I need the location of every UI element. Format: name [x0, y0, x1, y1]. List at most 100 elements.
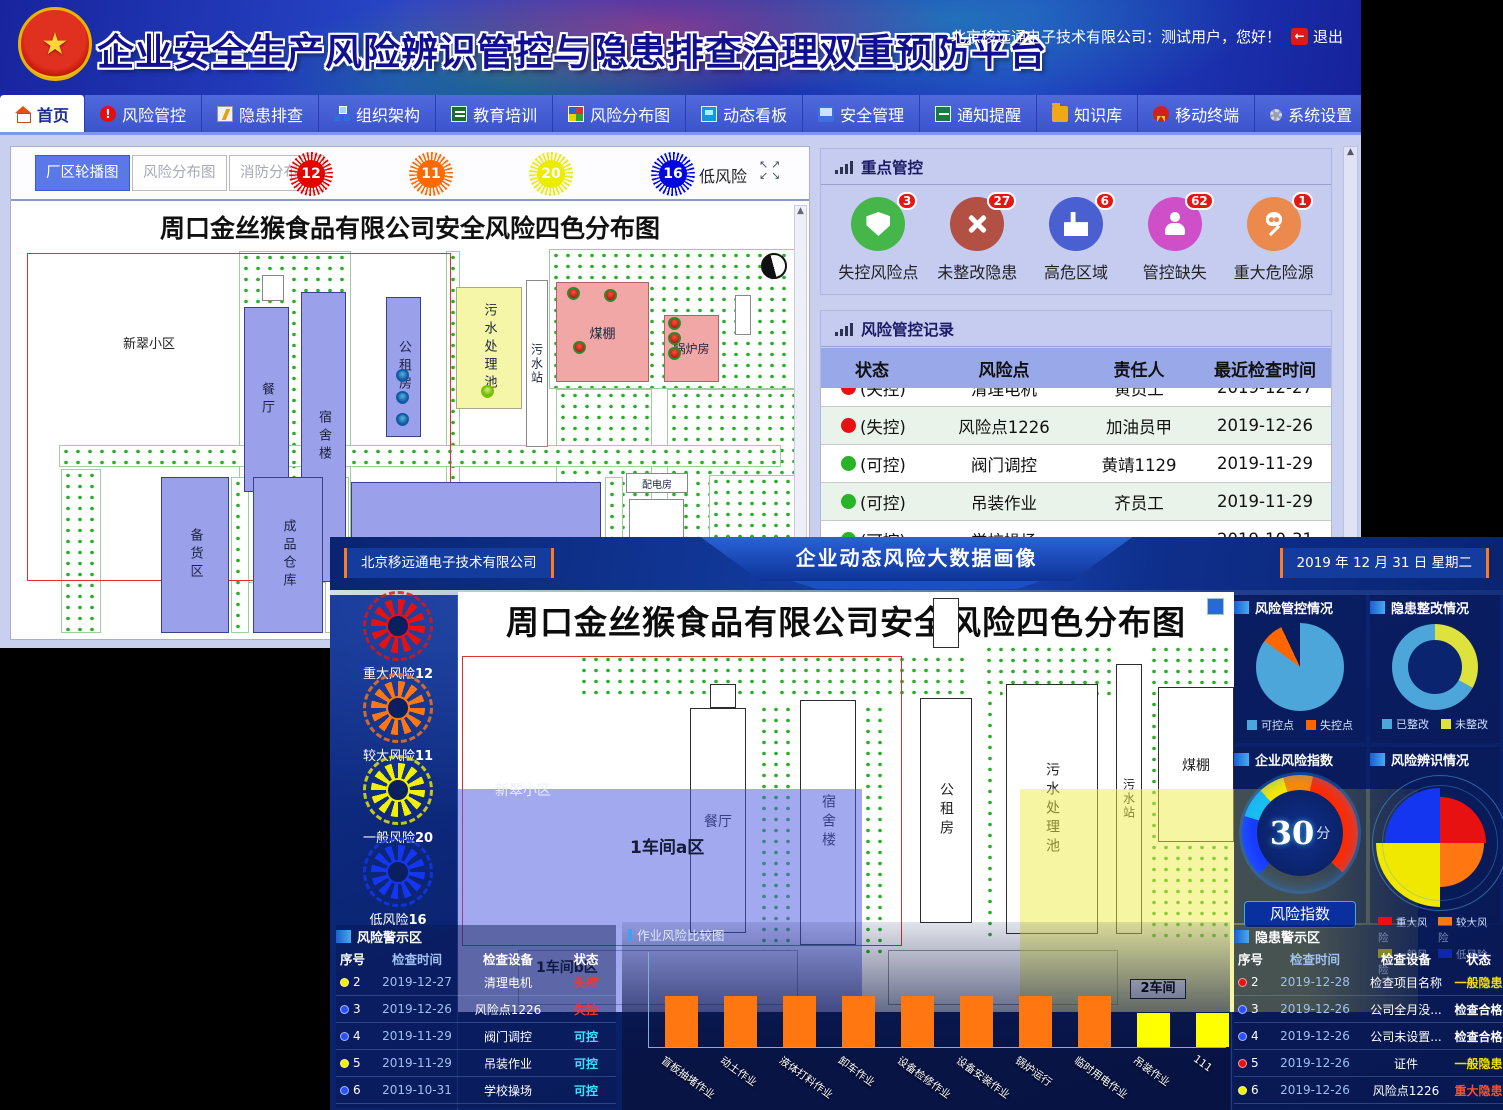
alert-icon: [100, 105, 117, 122]
risk-alert-legend: 重大风险 较大风险 一般风险 低风险: [336, 1104, 616, 1110]
lightning-doc-icon: [217, 105, 234, 122]
window-scrollbar[interactable]: ▲: [1343, 146, 1358, 644]
area-label: 新翠小区: [122, 337, 175, 352]
bar-category-label: 锅炉运行: [1012, 1054, 1054, 1090]
fullscreen-icon[interactable]: ↖ ↗ ↙ ↘: [759, 158, 781, 182]
risk-alert-row[interactable]: 4 2019-11-29 阀门调控 可控: [336, 1023, 616, 1050]
risk-pin-blue[interactable]: [396, 369, 409, 382]
gear-icon-orange: [363, 673, 433, 743]
general-risk-count-badge: 20: [529, 152, 573, 196]
legend-out-of-control: 失控点: [1306, 717, 1353, 733]
legend-low-risk: 低风险: [1438, 947, 1492, 977]
building: [735, 295, 751, 335]
key-control-missing-control[interactable]: 62 管控缺失: [1125, 192, 1224, 283]
bar-category-label: 动土作业: [717, 1054, 759, 1090]
key-control-high-danger-area[interactable]: 6 高危区域: [1027, 192, 1126, 283]
bar-9: 吊装作业: [1131, 952, 1172, 1089]
nav-label: 隐患排查: [239, 105, 304, 125]
risk-alert-row[interactable]: 5 2019-11-29 吊装作业 可控: [336, 1050, 616, 1077]
larger-risk-count-badge: 11: [409, 152, 453, 196]
risk-pin-red[interactable]: [604, 289, 617, 302]
nav-tab-risk-map[interactable]: 风险分布图: [553, 95, 687, 132]
workshop1b-label: 1车间b区: [536, 960, 598, 976]
bar-6: 设备安装作业: [954, 952, 1012, 1101]
key-control-out-of-control[interactable]: 3 失控风险点: [829, 192, 928, 283]
green-area: [776, 654, 972, 700]
map-title: 周口金丝猴食品有限公司安全风险四色分布图: [159, 214, 660, 243]
hazard-alert-row[interactable]: 6 2019-12-26 风险点1226 重大隐患: [1234, 1077, 1503, 1104]
risk-alert-row[interactable]: 6 2019-10-31 学校操场 可控: [336, 1077, 616, 1104]
risk-pin-red[interactable]: [668, 347, 681, 360]
nav-tab-mobile[interactable]: 移动终端: [1138, 95, 1256, 132]
risk-alert-row[interactable]: 2 2019-12-27 清理电机 失控: [336, 969, 616, 996]
logout-icon: ←: [1290, 28, 1308, 45]
building-finished-warehouse: 成品仓库: [253, 477, 323, 633]
grid-map-icon: [568, 105, 585, 122]
nav-tab-notice[interactable]: 通知提醒: [920, 95, 1038, 132]
map-navigator-icon[interactable]: [1207, 598, 1224, 615]
risk-identify-panel: 风险辨识情况 重大风险 较大风险 一般风险 低风险: [1370, 747, 1503, 976]
green-area: [61, 469, 101, 633]
building-stock-area: 备货区: [161, 477, 229, 633]
bar-category-label: 111: [1190, 1053, 1215, 1075]
dashboard-map-title: 周口金丝猴食品有限公司安全风险四色分布图: [506, 603, 1186, 642]
record-row[interactable]: (可控) 阀门调控 黄靖1129 2019-11-29: [821, 445, 1331, 483]
title-bar-icon: [1234, 929, 1249, 943]
main-nav: 首页 风险管控 隐患排查 组织架构 教育培训 风险分布图 动态看板 安全管理 通…: [0, 95, 1361, 135]
nav-tab-knowledge[interactable]: 知识库: [1037, 95, 1139, 132]
hazard-alert-row[interactable]: 2 2019-12-28 检查项目名称 一般隐患: [1234, 969, 1503, 996]
bar-1: 盲板抽堵作业: [659, 952, 717, 1101]
nav-label: 风险管控: [122, 105, 187, 125]
tab-factory-carousel[interactable]: 厂区轮播图: [35, 155, 130, 191]
record-row[interactable]: (失控) 清理电机 黄员工 2019-12-27: [821, 388, 1331, 407]
risk-alert-row[interactable]: 3 2019-12-26 风险点1226 失控: [336, 996, 616, 1023]
legend-controllable: 可控点: [1247, 717, 1294, 733]
building-canteen: 餐厅: [244, 307, 289, 492]
job-risk-bar-chart: 作业风险比较图 盲板抽堵作业 动土作业 液体打料作业 卸车作业 设备检修作业 设备安装作业…: [622, 922, 1230, 1110]
compass-icon: [761, 253, 787, 279]
item-label: 重大危险源: [1233, 263, 1314, 282]
rectify-donut: [1392, 624, 1478, 710]
risk-index-gauge: 30 分: [1242, 775, 1358, 891]
map-scrollbar[interactable]: ▲: [794, 205, 807, 635]
logout-button[interactable]: ← 退出: [1290, 26, 1343, 47]
risk-pin-red[interactable]: [668, 317, 681, 330]
nav-tab-home[interactable]: 首页: [0, 95, 86, 132]
nav-tab-risk-control[interactable]: 风险管控: [85, 95, 203, 132]
risk-pin-red[interactable]: [567, 287, 580, 300]
record-row[interactable]: (失控) 风险点1226 加油员甲 2019-12-26: [821, 407, 1331, 445]
bar-category-label: 临时用电作业: [1071, 1054, 1130, 1102]
nav-tab-hazard-check[interactable]: 隐患排查: [202, 95, 320, 132]
hazard-alert-row[interactable]: 3 2019-12-26 公司全月没... 检查合格: [1234, 996, 1503, 1023]
legend-general-risk: 一般风险: [1378, 949, 1428, 976]
nav-tab-dynamic-board[interactable]: 动态看板: [686, 95, 804, 132]
risk-index-button[interactable]: 风险指数: [1244, 901, 1356, 928]
legend-unrectified: 未整改: [1441, 716, 1488, 732]
count-badge: 3: [897, 192, 918, 210]
tab-risk-distribution[interactable]: 风险分布图: [132, 155, 227, 191]
nav-tab-settings[interactable]: 系统设置: [1255, 95, 1361, 132]
nav-tab-education[interactable]: 教育培训: [436, 95, 554, 132]
panel-title: 重点管控: [861, 158, 924, 177]
risk-pin-red[interactable]: [668, 332, 681, 345]
title-bar-icon: [1234, 600, 1249, 614]
nav-tab-safety-mgmt[interactable]: 安全管理: [803, 95, 921, 132]
gear-icon-yellow: [363, 755, 433, 825]
risk-index-unit: 分: [1316, 826, 1331, 842]
bar-5: 设备检修作业: [895, 952, 953, 1101]
risk-pin-red[interactable]: [573, 341, 586, 354]
key-control-unrectified[interactable]: 27 未整改隐患: [928, 192, 1027, 283]
hazard-alert-row[interactable]: 4 2019-12-26 公司未设置... 检查合格: [1234, 1023, 1503, 1050]
risk-pin-blue[interactable]: [396, 413, 409, 426]
platform-header: ★ 企业安全生产风险辨识管控与隐患排查治理双重预防平台 北京移远通电子技术有限公…: [0, 0, 1361, 95]
hazard-alert-row[interactable]: 5 2019-12-26 证件 一般隐患: [1234, 1050, 1503, 1077]
bar-category-label: 卸车作业: [835, 1054, 877, 1090]
risk-pin-blue[interactable]: [396, 391, 409, 404]
key-control-major-hazard[interactable]: 1 重大危险源: [1224, 192, 1323, 283]
risk-pin-green[interactable]: [481, 385, 494, 398]
nav-label: 系统设置: [1288, 105, 1353, 125]
record-row[interactable]: (可控) 吊装作业 齐员工 2019-11-29: [821, 483, 1331, 521]
nav-tab-org[interactable]: 组织架构: [319, 95, 437, 132]
key-control-title-row: 重点管控: [821, 149, 1331, 185]
